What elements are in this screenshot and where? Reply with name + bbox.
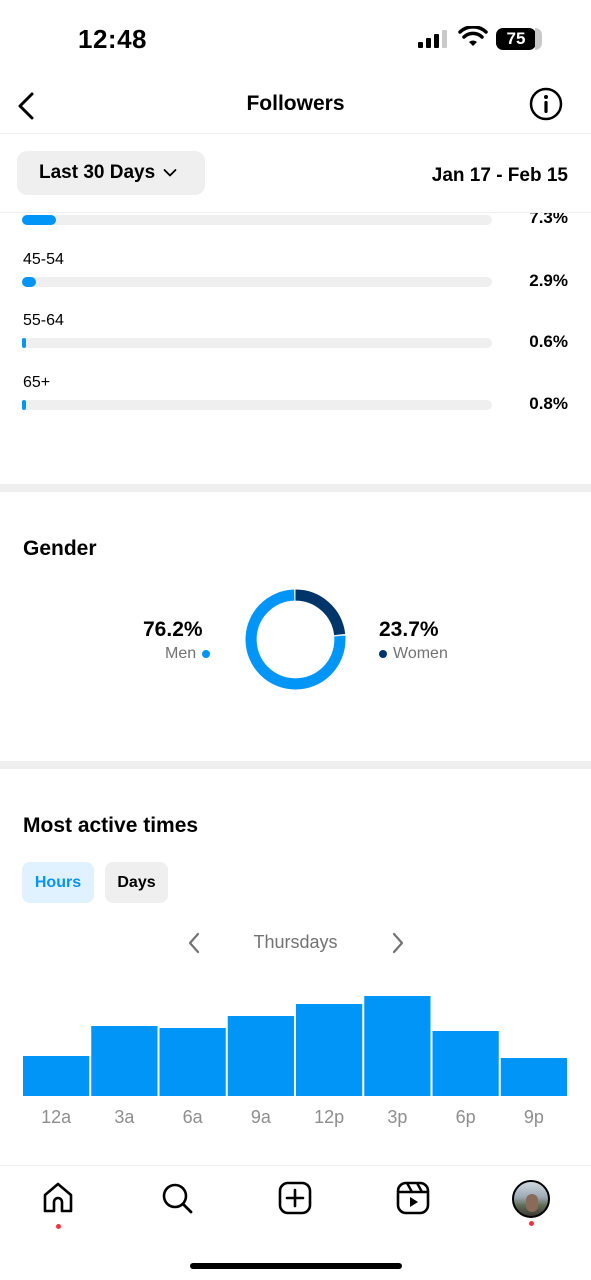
day-selector: Thursdays <box>0 928 591 958</box>
reels-icon <box>396 1181 430 1215</box>
back-arrow-icon[interactable] <box>12 88 42 124</box>
section-divider <box>0 484 591 492</box>
filter-row: Last 30 Days Jan 17 - Feb 15 <box>0 135 591 213</box>
status-bar: 12:48 75 <box>0 0 591 80</box>
home-indicator <box>190 1263 402 1269</box>
age-bar-track <box>22 277 492 287</box>
hour-bar <box>91 1026 158 1096</box>
hour-tick-label: 6a <box>183 1107 204 1127</box>
create-post-icon <box>278 1181 312 1215</box>
women-label: Women <box>393 645 448 662</box>
hour-bar <box>159 1028 226 1096</box>
search-icon <box>162 1183 193 1214</box>
hour-tick-label: 3p <box>387 1107 407 1127</box>
chevron-left-icon[interactable] <box>184 930 204 956</box>
age-bar-fill <box>22 338 26 348</box>
chevron-right-icon[interactable] <box>388 930 408 956</box>
tab-days[interactable]: Days <box>105 862 168 903</box>
age-bar-track <box>22 338 492 348</box>
age-bar-fill <box>22 277 36 287</box>
hour-bar <box>364 996 431 1096</box>
hour-bar <box>500 1058 567 1096</box>
profile-notification-dot <box>529 1221 534 1226</box>
age-range-list: 7.3% 45-54 2.9% 55-64 0.6% 65+ 0.8% <box>0 213 591 483</box>
hour-bar <box>296 1004 363 1096</box>
women-percent: 23.7% <box>379 618 439 641</box>
section-divider <box>0 761 591 769</box>
hours-bar-chart: 12a 3a 6a 9a 12p 3p 6p 9p <box>23 996 567 1127</box>
age-bar-fill <box>22 400 26 410</box>
tab-create[interactable] <box>277 1180 317 1220</box>
age-percent: 0.8% <box>529 394 568 413</box>
hour-bar <box>227 1016 294 1096</box>
men-legend: Men <box>165 645 211 663</box>
age-bar-track <box>22 215 492 225</box>
age-percent: 0.6% <box>529 332 568 351</box>
men-dot <box>202 650 211 658</box>
age-row: 45-54 2.9% <box>0 251 591 311</box>
nav-header: Followers <box>0 80 591 134</box>
hour-tick-label: 12a <box>41 1107 72 1127</box>
battery-icon: 75 <box>496 28 542 50</box>
men-label: Men <box>165 645 197 662</box>
women-dot <box>379 650 387 658</box>
battery-level: 75 <box>506 29 526 48</box>
hour-bar <box>432 1031 499 1096</box>
age-label: 65+ <box>23 374 51 391</box>
wifi-icon <box>458 26 488 46</box>
day-label: Thursdays <box>253 932 338 952</box>
date-range-text: Jan 17 - Feb 15 <box>431 165 568 186</box>
donut-men-segment <box>245 589 346 690</box>
gender-donut-chart <box>245 589 346 690</box>
chevron-down-icon <box>163 169 177 177</box>
men-percent: 76.2% <box>143 618 203 641</box>
tab-reels[interactable] <box>395 1180 435 1220</box>
tab-search[interactable] <box>159 1180 199 1220</box>
hour-tick-label: 3a <box>114 1107 135 1127</box>
age-label: 45-54 <box>23 251 64 268</box>
age-row: 55-64 0.6% <box>0 312 591 372</box>
hour-tick-label: 6p <box>456 1107 476 1127</box>
tab-home[interactable] <box>40 1180 80 1229</box>
hour-tick-label: 9a <box>251 1107 272 1127</box>
profile-avatar[interactable] <box>512 1180 550 1218</box>
hour-tick-label: 12p <box>314 1107 344 1127</box>
age-percent: 2.9% <box>529 271 568 290</box>
status-time: 12:48 <box>78 24 147 54</box>
age-label: 55-64 <box>23 312 64 329</box>
bottom-tab-bar <box>0 1165 591 1235</box>
age-row: 7.3% <box>0 213 591 233</box>
info-icon[interactable] <box>528 86 564 122</box>
age-row: 65+ 0.8% <box>0 374 591 434</box>
page-title: Followers <box>246 92 345 115</box>
home-notification-dot <box>56 1224 61 1229</box>
age-bar-track <box>22 400 492 410</box>
avatar-person <box>526 1194 538 1212</box>
hour-bar <box>23 1056 90 1096</box>
cellular-signal-icon <box>418 30 447 48</box>
age-percent: 7.3% <box>529 213 568 227</box>
range-label: Last 30 Days <box>39 162 156 183</box>
age-bar-fill <box>22 215 57 225</box>
tab-hours[interactable]: Hours <box>22 862 94 903</box>
home-icon <box>43 1182 73 1213</box>
donut-women-segment <box>245 589 346 690</box>
women-legend: Women <box>379 645 448 663</box>
hour-tick-label: 9p <box>524 1107 544 1127</box>
date-range-dropdown[interactable]: Last 30 Days <box>17 151 205 195</box>
gender-title: Gender <box>23 537 97 560</box>
active-times-title: Most active times <box>23 814 199 837</box>
